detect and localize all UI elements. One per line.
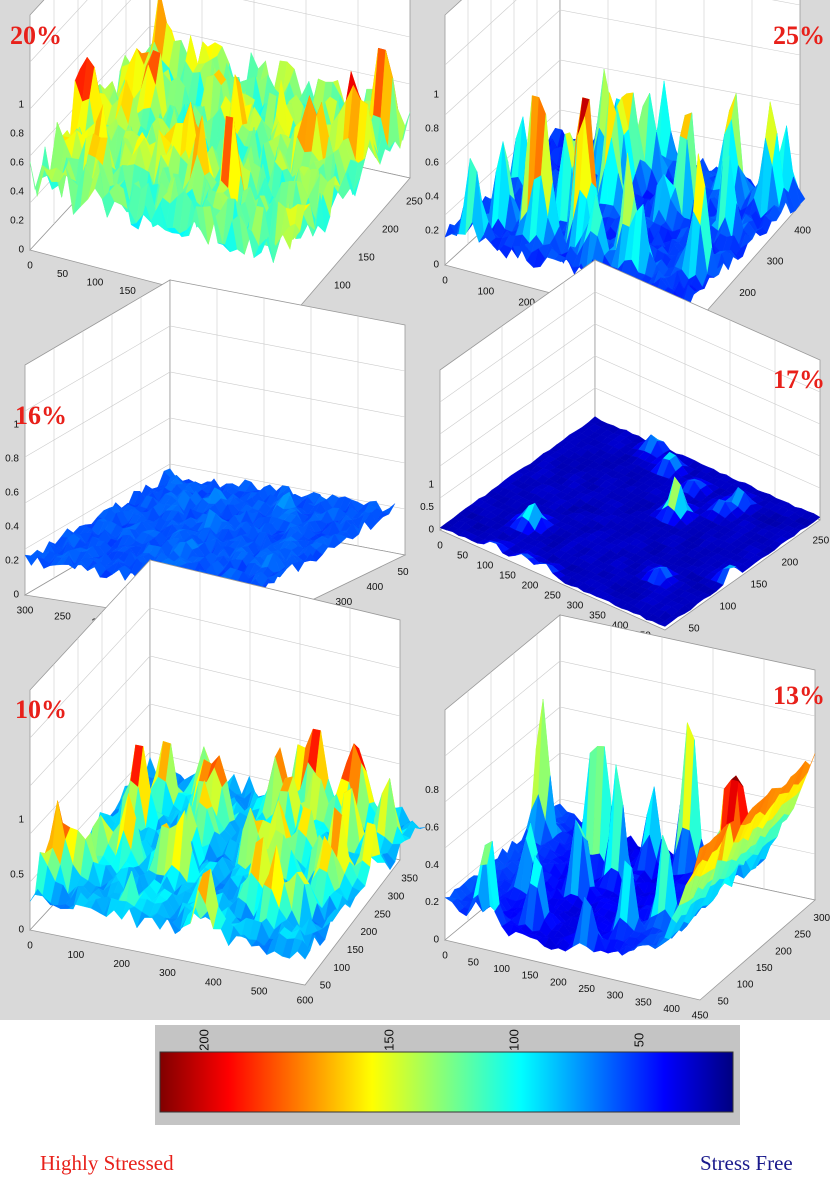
z-tick-label: 0 (18, 245, 24, 256)
z-tick-label: 1 (18, 100, 24, 111)
x-tick-label: 350 (589, 611, 606, 622)
x-tick-label: 300 (159, 968, 176, 979)
x-tick-label: 300 (17, 606, 34, 617)
x-tick-label: 100 (477, 561, 494, 572)
z-tick-label: 0.4 (425, 192, 439, 203)
y-tick-label: 400 (794, 225, 811, 236)
x-tick-label: 0 (27, 941, 33, 952)
x-tick-label: 600 (297, 996, 314, 1007)
y-tick-label: 300 (388, 891, 405, 902)
z-tick-label: 0.8 (5, 454, 19, 465)
y-tick-label: 150 (358, 253, 375, 264)
y-tick-label: 300 (767, 257, 784, 268)
y-tick-label: 200 (782, 558, 799, 569)
y-tick-label: 350 (401, 874, 418, 885)
z-tick-label: 0.2 (425, 226, 439, 237)
x-tick-label: 0 (442, 276, 448, 287)
y-tick-label: 200 (382, 225, 399, 236)
z-tick-label: 0.4 (10, 187, 24, 198)
z-tick-label: 0.8 (425, 124, 439, 135)
x-tick-label: 500 (251, 986, 268, 997)
x-tick-label: 250 (544, 591, 561, 602)
z-tick-label: 0.2 (10, 216, 24, 227)
y-tick-label: 50 (689, 624, 701, 635)
z-tick-label: 0.8 (10, 129, 24, 140)
panel-label: 20% (10, 21, 62, 50)
z-tick-label: 0 (13, 590, 19, 601)
x-tick-label: 0 (437, 541, 443, 552)
z-tick-label: 1 (18, 815, 24, 826)
z-tick-label: 0.4 (5, 522, 19, 533)
y-tick-label: 50 (398, 567, 410, 578)
panel-label: 16% (15, 401, 67, 430)
panel-label: 25% (773, 21, 825, 50)
z-tick-label: 0.6 (425, 158, 439, 169)
x-tick-label: 100 (67, 950, 84, 961)
y-tick-label: 100 (720, 602, 737, 613)
x-tick-label: 400 (205, 977, 222, 988)
y-tick-label: 150 (751, 580, 768, 591)
x-tick-label: 200 (522, 581, 539, 592)
panel-label: 17% (773, 365, 825, 394)
z-tick-label: 0 (18, 925, 24, 936)
z-tick-label: 0.2 (5, 556, 19, 567)
z-tick-label: 0.5 (10, 870, 24, 881)
x-tick-label: 150 (119, 286, 136, 297)
z-tick-label: 0.5 (420, 502, 434, 513)
x-tick-label: 250 (54, 611, 71, 622)
x-tick-label: 50 (57, 269, 69, 280)
x-tick-label: 0 (27, 261, 33, 272)
y-tick-label: 100 (333, 963, 350, 974)
x-tick-label: 200 (113, 959, 130, 970)
y-tick-label: 250 (813, 536, 830, 547)
x-tick-label: 150 (499, 571, 516, 582)
x-tick-label: 100 (477, 286, 494, 297)
z-tick-label: 0.6 (5, 488, 19, 499)
z-tick-label: 1 (433, 90, 439, 101)
y-tick-label: 250 (374, 909, 391, 920)
y-tick-label: 50 (320, 981, 332, 992)
z-tick-label: 1 (428, 480, 434, 491)
x-tick-label: 300 (567, 601, 584, 612)
y-tick-label: 150 (347, 945, 364, 956)
x-tick-label: 100 (87, 278, 104, 289)
y-tick-label: 400 (367, 582, 384, 593)
z-tick-label: 0 (433, 260, 439, 271)
panel-label: 10% (15, 695, 67, 724)
y-tick-label: 100 (334, 281, 351, 292)
z-tick-label: 0 (428, 525, 434, 536)
x-tick-label: 50 (457, 551, 469, 562)
y-tick-label: 200 (361, 927, 378, 938)
y-tick-label: 250 (406, 197, 423, 208)
y-tick-label: 200 (739, 288, 756, 299)
z-tick-label: 0.6 (10, 158, 24, 169)
